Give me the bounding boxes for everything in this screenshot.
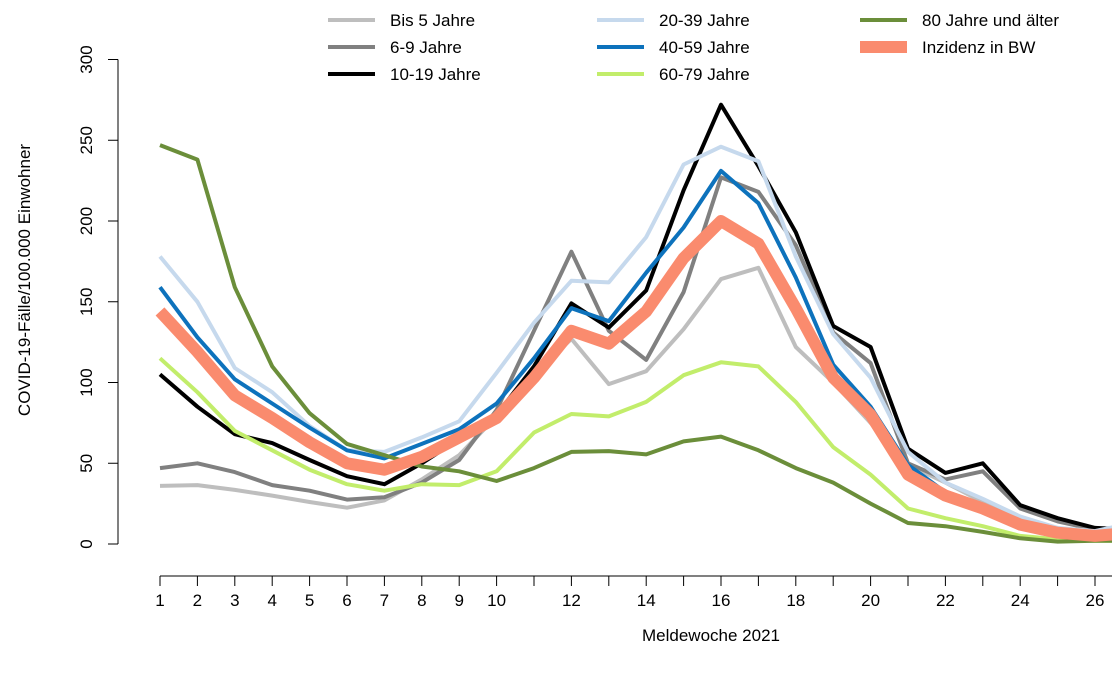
- series-line-inzidenz-in-bw: [155, 215, 1112, 542]
- x-axis: 1 2 3 4 5 6 7 8 9 10 12 14 16 18 20 22 24 26: [155, 575, 1112, 610]
- y-tick-label: 100: [77, 368, 96, 396]
- x-tick-label: 12: [562, 591, 581, 610]
- series-line-60-79-jahre: [158, 356, 1112, 543]
- x-tick-label: 24: [1011, 591, 1030, 610]
- x-tick-label: 6: [342, 591, 351, 610]
- y-tick-label: 150: [77, 288, 96, 316]
- x-tick-label: 8: [417, 591, 426, 610]
- x-tick-label: 9: [454, 591, 463, 610]
- x-tick-label: 4: [267, 591, 276, 610]
- legend-label-inzidenz-in-bw: Inzidenz in BW: [922, 38, 1035, 57]
- y-tick-label: 0: [77, 539, 96, 548]
- y-tick-label: 200: [77, 207, 96, 235]
- x-tick-label: 3: [230, 591, 239, 610]
- series-line-10-19-jahre: [158, 102, 1112, 531]
- x-tick-label: 7: [380, 591, 389, 610]
- y-axis: 0 50 100 150 200 250 300: [77, 45, 119, 549]
- y-axis-label: COVID-19-Fälle/100.000 Einwohner: [15, 144, 34, 416]
- legend-label-60-79-jahre: 60-79 Jahre: [659, 65, 750, 84]
- legend-label-bis-5-jahre: Bis 5 Jahre: [390, 11, 475, 30]
- y-tick-label: 250: [77, 126, 96, 154]
- legend-label-80-jahre-und-lter: 80 Jahre und älter: [922, 11, 1059, 30]
- x-tick-label: 16: [712, 591, 731, 610]
- legend-label-40-59-jahre: 40-59 Jahre: [659, 38, 750, 57]
- x-tick-label: 1: [155, 591, 164, 610]
- x-tick-label: 22: [936, 591, 955, 610]
- legend-label-10-19-jahre: 10-19 Jahre: [390, 65, 481, 84]
- series-line-80-jahre-und-lter: [159, 143, 1112, 544]
- legend: Bis 5 Jahre 6-9 Jahre 10-19 Jahre 20-39 Jah…: [328, 11, 1059, 84]
- x-tick-label: 18: [786, 591, 805, 610]
- legend-label-6-9-jahre: 6-9 Jahre: [390, 38, 462, 57]
- plot-lines: [155, 102, 1112, 544]
- x-tick-label: 5: [305, 591, 314, 610]
- y-tick-label: 50: [77, 454, 96, 473]
- series-line-6-9-jahre: [159, 175, 1112, 532]
- x-tick-label: 10: [487, 591, 506, 610]
- x-axis-label: Meldewoche 2021: [642, 626, 780, 645]
- x-tick-label: 14: [637, 591, 656, 610]
- x-tick-label: 20: [861, 591, 880, 610]
- x-tick-label: 2: [193, 591, 202, 610]
- legend-label-20-39-jahre: 20-39 Jahre: [659, 11, 750, 30]
- y-tick-label: 300: [77, 45, 96, 73]
- x-tick-label: 26: [1086, 591, 1105, 610]
